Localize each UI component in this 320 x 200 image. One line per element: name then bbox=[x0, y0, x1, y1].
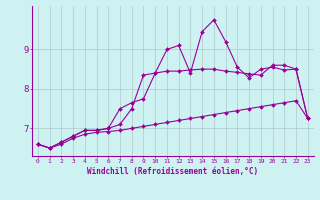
X-axis label: Windchill (Refroidissement éolien,°C): Windchill (Refroidissement éolien,°C) bbox=[87, 167, 258, 176]
